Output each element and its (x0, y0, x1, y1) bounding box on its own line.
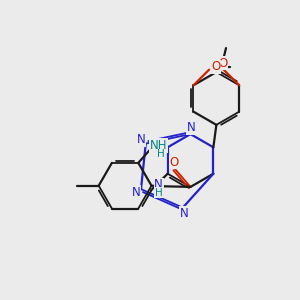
Text: O: O (211, 60, 220, 73)
Text: N: N (154, 178, 163, 191)
Text: O: O (169, 156, 178, 169)
Text: N: N (187, 121, 196, 134)
Text: N: N (131, 186, 140, 199)
Text: NH: NH (150, 139, 167, 152)
Text: O: O (218, 57, 227, 70)
Text: N: N (137, 133, 146, 146)
Text: H: H (155, 188, 163, 198)
Text: N: N (180, 207, 188, 220)
Text: H: H (157, 149, 165, 159)
